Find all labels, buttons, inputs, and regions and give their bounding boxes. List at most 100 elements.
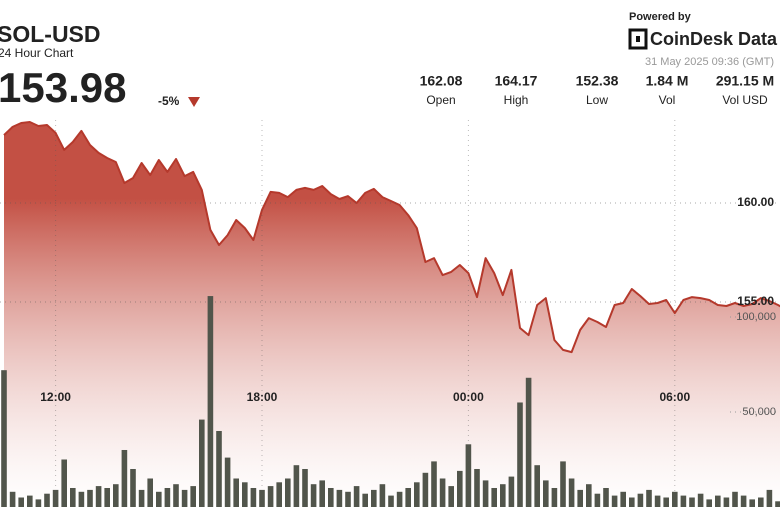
volume-bar [672,491,678,507]
stat-label: Vol [659,93,676,107]
volume-bar [568,478,575,507]
volume-bar [44,493,50,507]
y2-tick-label: 50,000 [742,406,776,418]
volume-bar [543,480,549,507]
volume-bar [9,491,16,507]
volume-bar [173,484,179,507]
stats: 162.08 Open 164.17 High 152.38 Low 1.84 M Vol 29… [420,73,775,107]
price: 153.98 [0,64,126,111]
volume-bar [732,491,738,507]
y-tick-label: 160.00 [737,195,774,209]
plot: 155.00 160.00 50,000 100,000 12:00 18:00 00:00… [0,120,780,507]
volume-bar [121,449,128,507]
volume-bar [216,430,222,507]
volume-bar [517,402,523,507]
volume-bar [422,472,429,507]
volume-bar [276,482,282,507]
volume-bar [164,487,171,507]
volume-bar [95,486,102,507]
stat-label: Vol USD [722,93,768,107]
volume-bar [70,487,76,507]
volume-bar [560,461,566,507]
volume-bar [611,495,618,507]
stat-label: Low [586,93,608,107]
volume-bar [620,491,626,507]
volume-bar [697,493,704,507]
volume-bar [654,495,661,507]
volume-bar [577,489,583,507]
timestamp: 31 May 2025 09:36 (GMT) [645,56,774,68]
volume-bar [758,497,764,507]
volume-bar [336,489,343,507]
volume-bar [328,487,334,507]
y-tick-label: 155.00 [737,294,774,308]
volume-bar [465,444,472,507]
volume-bar [233,478,239,507]
volume-bar [663,497,669,507]
volume-bar [646,489,652,507]
volume-bar [405,487,411,507]
volume-bar [345,491,351,507]
volume-bar [285,478,291,507]
volume-bar [500,484,506,507]
brand-logo [628,28,648,50]
volume-bar [775,501,780,507]
volume-bar [749,499,755,507]
volume-bar [766,489,773,507]
x-tick-label: 00:00 [453,390,484,404]
stat-value: 291.15 M [716,73,774,89]
volume-bar [138,489,145,507]
volume-bar [482,480,489,507]
volume-bar [267,486,274,507]
volume-bar [78,491,85,507]
volume-bar [1,370,7,507]
volume-bar [147,478,153,507]
volume-bar [723,497,730,507]
x-tick-label: 06:00 [659,390,690,404]
subtitle: 24 Hour Chart [0,46,74,60]
volume-bar [190,486,196,507]
down-arrow [188,97,200,107]
volume-bar [319,480,325,507]
volume-bar [706,499,712,507]
stat-label: Open [426,93,455,107]
volume-bar [680,495,687,507]
x-tick-label: 12:00 [40,390,71,404]
volume-bar [27,495,33,507]
x-tick-label: 18:00 [247,390,278,404]
volume-bar [371,489,377,507]
volume-bar [18,497,24,507]
volume-bar [491,487,497,507]
symbol: SOL-USD [0,21,101,47]
volume-bar [457,470,463,507]
volume-bar [61,459,67,507]
stat-value: 162.08 [420,73,463,89]
volume-bar [113,484,119,507]
volume-bar [740,495,747,507]
volume-bar [414,482,420,507]
volume-bar [293,465,300,507]
volume-bar [199,419,205,507]
volume-bar [250,487,257,507]
volume-bar [362,493,368,507]
volume-bar [534,465,540,507]
volume-bar [87,489,93,507]
volume-bar [224,457,231,507]
volume-bar [104,487,110,507]
stat-value: 164.17 [495,73,538,89]
volume-bar [353,486,360,507]
stat-label: High [504,93,529,107]
volume-bar [302,468,308,507]
y2-tick-label: 100,000 [736,311,776,323]
change: -5% [158,94,180,108]
volume-bar [52,489,59,507]
volume-bar [181,489,188,507]
volume-bar [242,482,248,507]
volume-bar [439,478,446,507]
volume-bar [594,493,601,507]
stat-value: 152.38 [576,73,619,89]
volume-bar [388,495,394,507]
volume-bar [130,468,136,507]
volume-bar [715,495,721,507]
